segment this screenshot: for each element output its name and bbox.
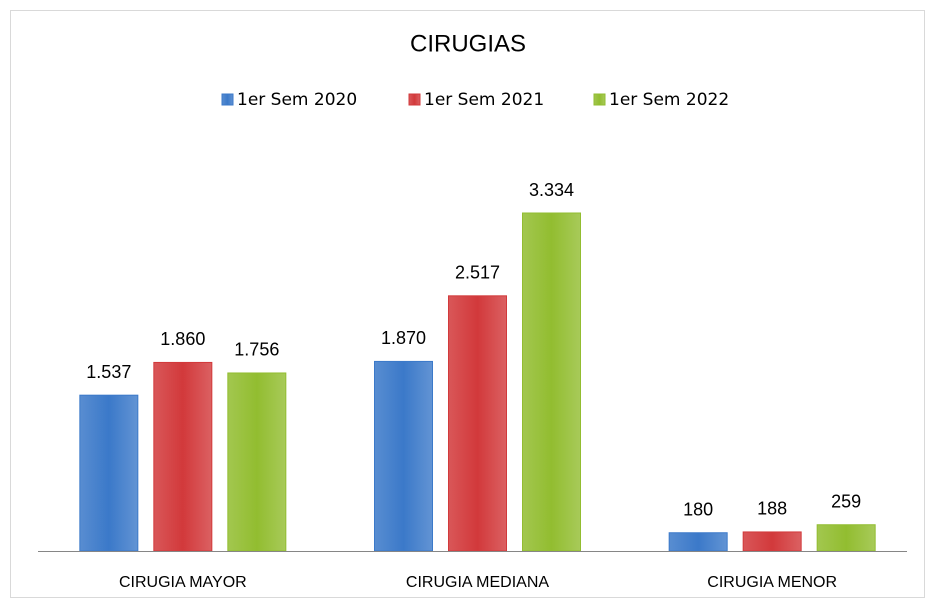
bar	[668, 532, 728, 552]
x-tick-label: CIRUGIA MAYOR	[119, 574, 247, 591]
value-label: 180	[683, 500, 713, 520]
bar	[374, 360, 433, 552]
legend-swatch	[408, 93, 421, 106]
value-label: 259	[831, 491, 861, 511]
value-label: 3.334	[529, 180, 574, 200]
value-label: 2.517	[455, 263, 500, 283]
legend-swatch	[221, 93, 234, 106]
legend-label: 1er Sem 2021	[424, 90, 544, 110]
value-label: 1.537	[86, 362, 131, 382]
legend-label: 1er Sem 2020	[237, 90, 357, 110]
value-label: 188	[757, 499, 787, 519]
value-label: 1.860	[160, 329, 205, 349]
bar	[153, 361, 213, 552]
bar	[79, 394, 139, 552]
bar	[742, 531, 802, 552]
legend-swatch	[593, 93, 606, 106]
bar	[522, 212, 581, 552]
x-tick-label: CIRUGIA MEDIANA	[406, 574, 549, 591]
x-tick-label: CIRUGIA MENOR	[707, 574, 837, 591]
value-label: 1.756	[234, 340, 279, 360]
chart-title: CIRUGIAS	[410, 30, 526, 57]
bar	[448, 295, 507, 552]
bar	[816, 524, 876, 552]
value-label: 1.870	[381, 328, 426, 348]
legend-label: 1er Sem 2022	[609, 90, 729, 110]
bar	[227, 372, 287, 552]
